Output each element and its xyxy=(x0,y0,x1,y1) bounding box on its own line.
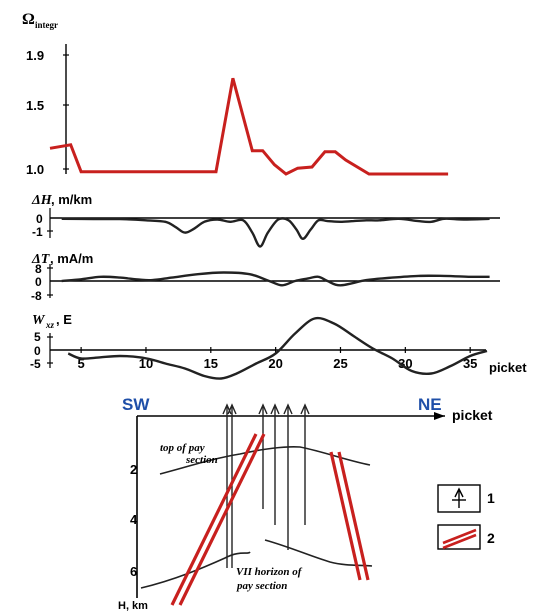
dt-ylabel-main: ΔT xyxy=(31,252,51,267)
wxz-ylabel-unit: , E xyxy=(56,312,72,327)
fault-line xyxy=(170,433,258,606)
vii-horizon-right xyxy=(264,539,373,567)
x-tick-label: 30 xyxy=(398,356,412,371)
depth-tick-2: 2 xyxy=(130,462,137,477)
wxz-x-ticks: 5 10 15 20 25 30 35 xyxy=(78,347,477,371)
annotation-top-line1: top of pay xyxy=(160,442,205,454)
depth-tick-4: 4 xyxy=(130,512,138,527)
dt-ytick-neg8: -8 xyxy=(31,289,42,303)
wxz-series-line xyxy=(67,316,488,380)
wxz-ytick-5: 5 xyxy=(34,330,41,344)
omega-ytick-1-5: 1.5 xyxy=(26,98,44,113)
x-tick-label: 35 xyxy=(463,356,477,371)
well-arrow-icon xyxy=(300,403,310,415)
x-tick-label: 20 xyxy=(268,356,282,371)
well-arrow-icon xyxy=(270,403,280,415)
dh-ytick-neg1: -1 xyxy=(32,225,43,239)
wxz-ylabel-main: W xyxy=(32,313,46,328)
wxz-ytick-0: 0 xyxy=(34,344,41,358)
x-tick-label: 5 xyxy=(78,356,85,371)
depth-axis-label: H, km xyxy=(118,600,148,612)
dh-series-line xyxy=(61,217,490,248)
section-axis-label: picket xyxy=(452,407,493,423)
panel-wxz: W xz , E 5 0 -5 5 10 15 20 25 30 35 picket xyxy=(30,312,527,380)
vii-horizon-left xyxy=(140,551,251,589)
well-arrow-icon xyxy=(227,403,237,415)
fault-right xyxy=(329,451,370,581)
direction-ne: NE xyxy=(418,395,442,414)
omega-ytick-1-9: 1.9 xyxy=(26,48,44,63)
well-arrow-icon xyxy=(258,403,268,415)
wxz-xlabel: picket xyxy=(489,360,527,375)
fault-line xyxy=(337,451,370,581)
omega-ytick-1-0: 1.0 xyxy=(26,162,44,177)
dh-ylabel-unit: , m/km xyxy=(51,192,92,207)
annotation-bottom-line2: pay section xyxy=(236,580,287,592)
panel-omega: Ω integr 1.9 1.5 1.0 xyxy=(22,11,449,177)
well-group-1 xyxy=(222,403,237,568)
dh-ylabel-main: ΔH xyxy=(31,193,53,208)
panel-delta-h: ΔH , m/km 0 -1 xyxy=(31,192,500,248)
depth-tick-6: 6 xyxy=(130,564,137,579)
x-tick-label: 15 xyxy=(204,356,218,371)
omega-ylabel-sub: integr xyxy=(35,20,58,30)
panel-delta-t: ΔT , mA/m 8 0 -8 xyxy=(31,251,500,303)
wxz-ytick-neg5: -5 xyxy=(30,357,41,371)
well-group-2 xyxy=(258,403,310,550)
fault-line xyxy=(329,451,362,581)
legend: 1 2 xyxy=(437,484,495,550)
geologic-section: SW NE picket 2 4 6 H, km top of pay sect… xyxy=(118,395,495,612)
dh-ytick-0: 0 xyxy=(36,212,43,226)
well-icon xyxy=(452,487,466,508)
annotation-top-line2: section xyxy=(185,454,218,466)
direction-sw: SW xyxy=(122,395,150,414)
omega-ylabel-main: Ω xyxy=(22,11,35,28)
fault-left xyxy=(170,433,266,606)
x-tick-label: 25 xyxy=(333,356,347,371)
omega-series-line xyxy=(49,77,449,176)
well-arrow-icon xyxy=(283,403,293,415)
dt-ytick-0: 0 xyxy=(35,275,42,289)
wxz-ylabel-sub: xz xyxy=(45,320,55,330)
fault-line xyxy=(178,433,266,606)
dt-ytick-8: 8 xyxy=(35,262,42,276)
picket-axis-arrowhead xyxy=(434,412,445,420)
fault-icon xyxy=(442,528,477,550)
dt-series-line xyxy=(61,271,490,287)
legend-label-1: 1 xyxy=(487,490,495,506)
dt-ylabel-unit: , mA/m xyxy=(50,251,93,266)
top-of-pay-horizon xyxy=(159,446,371,475)
annotation-bottom-line1: VII horizon of xyxy=(236,566,303,578)
legend-label-2: 2 xyxy=(487,530,495,546)
